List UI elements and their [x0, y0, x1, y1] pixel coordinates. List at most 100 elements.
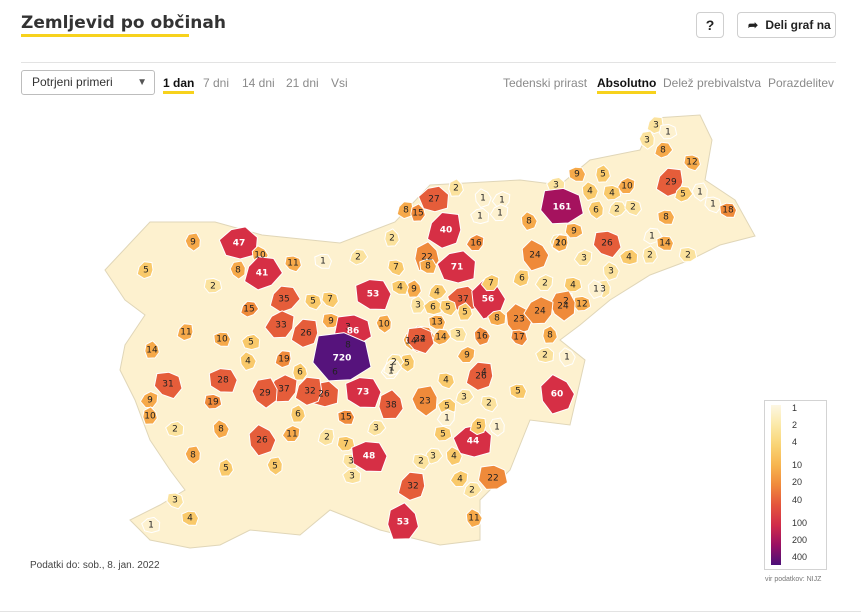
municipality-region[interactable] [473, 326, 491, 347]
municipality-region[interactable] [445, 446, 463, 467]
municipality-region[interactable] [540, 373, 575, 415]
municipality-region[interactable] [540, 187, 584, 225]
municipality-region[interactable] [314, 253, 333, 269]
municipality-region[interactable] [542, 325, 558, 344]
municipality-region[interactable] [436, 250, 476, 284]
municipality-region[interactable] [184, 232, 201, 252]
municipality-region[interactable] [465, 233, 485, 252]
municipality-region[interactable] [321, 312, 341, 329]
municipality-region[interactable] [678, 246, 698, 263]
municipality-region[interactable] [391, 279, 410, 295]
municipality-region[interactable] [251, 377, 278, 409]
municipality-region[interactable] [274, 350, 292, 369]
municipality-region[interactable] [166, 492, 184, 510]
municipality-region[interactable] [139, 390, 159, 409]
tab-vsi[interactable]: Vsi [331, 76, 348, 90]
municipality-region[interactable] [449, 469, 469, 488]
tab-14-dni[interactable]: 14 dni [242, 76, 275, 90]
metric-select[interactable]: Potrjeni primeri ▼ [21, 70, 155, 95]
municipality-region[interactable] [624, 199, 642, 217]
municipality-region[interactable] [616, 176, 636, 195]
municipality-region[interactable] [240, 300, 260, 318]
municipality-region[interactable] [426, 211, 462, 249]
municipality-region[interactable] [424, 447, 444, 465]
municipality-region[interactable] [396, 201, 414, 220]
share-button[interactable]: ➦ Deli graf na [737, 12, 836, 38]
municipality-region[interactable] [509, 383, 528, 399]
municipality-region[interactable] [239, 351, 257, 372]
municipality-region[interactable] [142, 406, 158, 425]
municipality-region[interactable] [463, 481, 483, 499]
tab-delez-prebivalstva[interactable]: Delež prebivalstva [663, 76, 762, 90]
municipality-region[interactable] [387, 259, 405, 277]
municipality-region[interactable] [229, 260, 246, 280]
municipality-region[interactable] [534, 273, 554, 292]
municipality-region[interactable] [290, 404, 306, 423]
municipality-region[interactable] [480, 273, 500, 292]
municipality-region[interactable] [367, 419, 387, 437]
municipality-region[interactable] [336, 435, 356, 452]
municipality-region[interactable] [581, 181, 599, 202]
municipality-region[interactable] [281, 424, 301, 443]
municipality-region[interactable] [471, 278, 506, 320]
municipality-region[interactable] [683, 154, 701, 172]
municipality-region[interactable] [436, 408, 456, 427]
municipality-region[interactable] [144, 340, 160, 359]
municipality-region[interactable] [654, 141, 674, 159]
municipality-region[interactable] [241, 333, 261, 351]
municipality-region[interactable] [213, 331, 232, 347]
municipality-region[interactable] [691, 182, 708, 202]
municipality-region[interactable] [489, 203, 509, 222]
tab-1-dan[interactable]: 1 dan [163, 76, 195, 94]
municipality-region[interactable] [181, 510, 200, 526]
municipality-region[interactable] [480, 395, 498, 413]
municipality-region[interactable] [208, 368, 238, 393]
municipality-region[interactable] [719, 202, 738, 218]
municipality-region[interactable] [439, 299, 457, 317]
tab-21-dni[interactable]: 21 dni [286, 76, 319, 90]
municipality-region[interactable] [510, 329, 528, 347]
municipality-region[interactable] [153, 371, 183, 400]
municipality-region[interactable] [549, 290, 576, 322]
municipality-region[interactable] [378, 389, 404, 420]
municipality-region[interactable] [410, 295, 426, 314]
municipality-region[interactable] [375, 314, 392, 334]
tab-tedenski-prirast[interactable]: Tedenski prirast [503, 76, 588, 90]
municipality-region[interactable] [387, 502, 419, 540]
municipality-region[interactable] [512, 269, 530, 288]
municipality-region[interactable] [355, 279, 392, 311]
municipality-region[interactable] [602, 184, 622, 201]
municipality-region[interactable] [412, 453, 430, 471]
municipality-region[interactable] [384, 228, 400, 247]
municipality-region[interactable] [674, 185, 694, 203]
municipality-region[interactable] [410, 203, 426, 222]
municipality-region[interactable] [294, 376, 323, 406]
municipality-region[interactable] [563, 276, 583, 293]
municipality-region[interactable] [383, 359, 403, 377]
municipality-region[interactable] [535, 346, 555, 364]
municipality-region[interactable] [266, 456, 283, 476]
municipality-region[interactable] [290, 318, 319, 348]
municipality-region[interactable] [568, 166, 587, 182]
municipality-region[interactable] [573, 248, 593, 267]
municipality-region[interactable] [218, 226, 258, 260]
municipality-region[interactable] [470, 207, 490, 225]
municipality-region[interactable] [520, 211, 538, 232]
municipality-region[interactable] [337, 409, 356, 425]
municipality-region[interactable] [551, 234, 569, 253]
municipality-region[interactable] [449, 326, 468, 342]
municipality-region[interactable] [203, 393, 223, 410]
municipality-region[interactable] [264, 310, 295, 339]
municipality-region[interactable] [437, 372, 455, 390]
municipality-region[interactable] [638, 130, 655, 150]
municipality-region[interactable] [477, 464, 509, 490]
municipality-region[interactable] [141, 516, 161, 534]
municipality-region[interactable] [248, 424, 277, 457]
municipality-region[interactable] [184, 445, 201, 465]
municipality-region[interactable] [657, 209, 676, 225]
municipality-region[interactable] [203, 277, 223, 294]
municipality-region[interactable] [658, 123, 678, 140]
municipality-region[interactable] [595, 164, 611, 183]
municipality-region[interactable] [587, 279, 605, 300]
